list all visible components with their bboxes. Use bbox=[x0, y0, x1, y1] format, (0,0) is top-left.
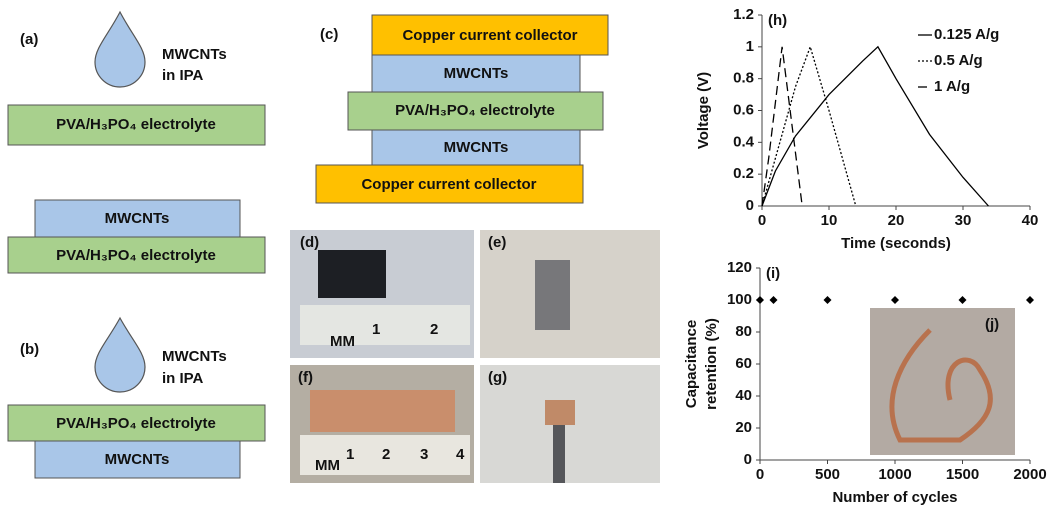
x-tick-label: 20 bbox=[888, 212, 905, 229]
ruler-label: 1 bbox=[372, 321, 380, 338]
layer-text: Copper current collector bbox=[402, 27, 577, 44]
ruler-label: 2 bbox=[430, 321, 438, 338]
panel-label: (j) bbox=[985, 316, 999, 333]
legend-label: 0.125 A/g bbox=[934, 26, 999, 43]
photo-object bbox=[535, 260, 570, 330]
photo-ruler bbox=[300, 305, 470, 345]
x-tick-label: 1000 bbox=[878, 466, 911, 483]
x-tick-label: 2000 bbox=[1013, 466, 1046, 483]
x-tick-label: 10 bbox=[821, 212, 838, 229]
droplet bbox=[95, 12, 145, 87]
data-line bbox=[762, 47, 856, 206]
ruler-label: 4 bbox=[456, 446, 465, 463]
ruler-label: MM bbox=[315, 457, 340, 474]
drop-text: in IPA bbox=[162, 67, 204, 84]
ruler-label: MM bbox=[330, 333, 355, 350]
drop-text: in IPA bbox=[162, 370, 204, 387]
droplet bbox=[95, 318, 145, 392]
figure: (a) MWCNTs in IPA PVA/H₃PO₄ electrolyte … bbox=[0, 0, 1048, 517]
data-point bbox=[770, 296, 778, 304]
panel-label: (i) bbox=[766, 265, 780, 282]
layer-text: Copper current collector bbox=[361, 176, 536, 193]
y-axis-label: Capacitance bbox=[683, 320, 700, 408]
panel-label: (h) bbox=[768, 12, 787, 29]
legend-label: 1 A/g bbox=[934, 78, 970, 95]
panel-label: (a) bbox=[20, 31, 38, 48]
x-tick-label: 500 bbox=[815, 466, 840, 483]
photo-object bbox=[553, 425, 565, 483]
ruler-label: 1 bbox=[346, 446, 354, 463]
y-tick-label: 0.8 bbox=[733, 70, 754, 87]
y-tick-label: 0.2 bbox=[733, 165, 754, 182]
layer-text: MWCNTs bbox=[444, 139, 509, 156]
x-tick-label: 40 bbox=[1022, 212, 1039, 229]
x-axis-label: Time (seconds) bbox=[841, 235, 951, 252]
panel-label: (e) bbox=[488, 234, 506, 251]
data-point bbox=[959, 296, 967, 304]
y-tick-label: 20 bbox=[735, 419, 752, 436]
y-tick-label: 60 bbox=[735, 355, 752, 372]
x-tick-label: 0 bbox=[758, 212, 766, 229]
x-axis-label: Number of cycles bbox=[832, 489, 957, 506]
x-tick-label: 30 bbox=[955, 212, 972, 229]
y-tick-label: 1 bbox=[746, 38, 754, 55]
data-point bbox=[891, 296, 899, 304]
layer-text: MWCNTs bbox=[444, 65, 509, 82]
y-tick-label: 0.4 bbox=[733, 133, 755, 150]
photo-sample bbox=[545, 400, 575, 425]
panel-label: (c) bbox=[320, 26, 338, 43]
data-point bbox=[824, 296, 832, 304]
layer-text: PVA/H₃PO₄ electrolyte bbox=[56, 415, 216, 432]
y-tick-label: 0.6 bbox=[733, 101, 754, 118]
x-tick-label: 1500 bbox=[946, 466, 979, 483]
photo-sample bbox=[310, 390, 455, 432]
drop-text: MWCNTs bbox=[162, 46, 227, 63]
ruler-label: 2 bbox=[382, 446, 390, 463]
layer-text: PVA/H₃PO₄ electrolyte bbox=[395, 102, 555, 119]
panel-label: (d) bbox=[300, 234, 319, 251]
panel-label: (b) bbox=[20, 341, 39, 358]
drop-text: MWCNTs bbox=[162, 348, 227, 365]
layer-text: PVA/H₃PO₄ electrolyte bbox=[56, 247, 216, 264]
x-tick-label: 0 bbox=[756, 466, 764, 483]
layer-text: MWCNTs bbox=[105, 210, 170, 227]
panel-label: (f) bbox=[298, 369, 313, 386]
data-point bbox=[756, 296, 764, 304]
photo-sample bbox=[318, 250, 386, 298]
y-axis-label: Voltage (V) bbox=[695, 72, 712, 149]
legend-label: 0.5 A/g bbox=[934, 52, 983, 69]
y-tick-label: 120 bbox=[727, 259, 752, 276]
layer-text: MWCNTs bbox=[105, 451, 170, 468]
y-axis-label: retention (%) bbox=[703, 318, 720, 410]
panel-label: (g) bbox=[488, 369, 507, 386]
y-tick-label: 100 bbox=[727, 291, 752, 308]
layer-text: PVA/H₃PO₄ electrolyte bbox=[56, 116, 216, 133]
data-point bbox=[1026, 296, 1034, 304]
y-tick-label: 40 bbox=[735, 387, 752, 404]
y-tick-label: 80 bbox=[735, 323, 752, 340]
y-tick-label: 0 bbox=[746, 197, 754, 214]
y-tick-label: 0 bbox=[744, 451, 752, 468]
data-line bbox=[762, 47, 988, 206]
y-tick-label: 1.2 bbox=[733, 6, 754, 23]
ruler-label: 3 bbox=[420, 446, 428, 463]
